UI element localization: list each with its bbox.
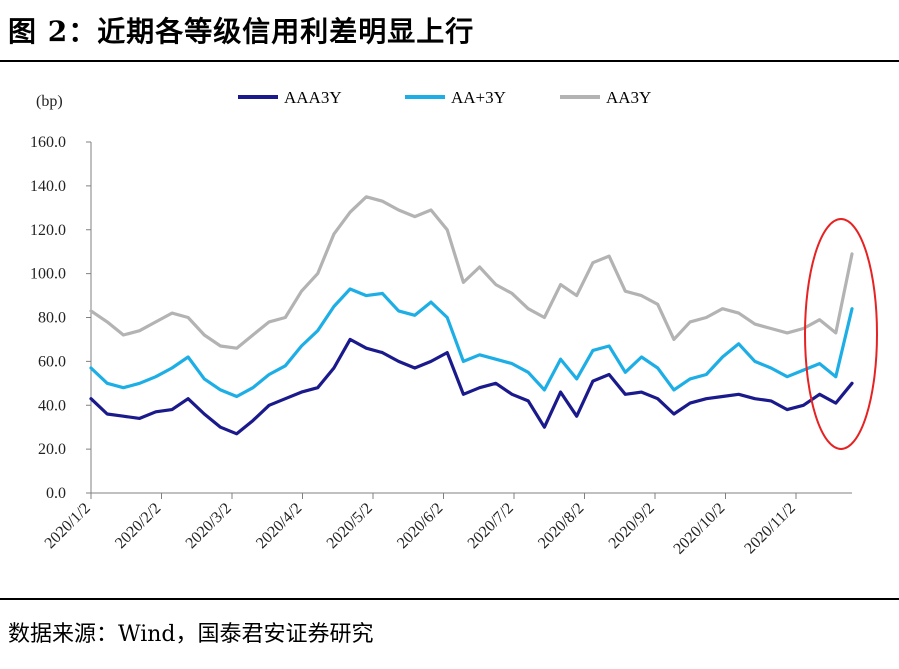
x-tick-label: 2020/4/2: [253, 500, 305, 552]
y-tick-label: 80.0: [38, 310, 66, 327]
series-lines: [89, 195, 854, 436]
y-tick-label: 0.0: [46, 485, 66, 502]
figure-title: 图 2：近期各等级信用利差明显上行: [8, 15, 475, 48]
series-line-aaa3y: [89, 337, 854, 436]
x-tick-label: 2020/8/2: [535, 500, 587, 552]
x-tick-label: 2020/9/2: [606, 500, 658, 552]
x-tick-label: 2020/3/2: [183, 500, 235, 552]
x-tick-label: 2020/11/2: [741, 500, 798, 557]
credit-spread-line-chart: AAA3Y AA+3Y AA3Y (bp) 0.0 20.0 40.0 60.0 80.0 1…: [30, 88, 878, 558]
legend-label: AA3Y: [606, 88, 651, 107]
legend-label: AAA3Y: [284, 88, 342, 107]
y-tick-label: 120.0: [30, 222, 66, 239]
y-tick-label: 160.0: [30, 134, 66, 151]
bottom-rule: [0, 598, 899, 600]
x-tick-label: 2020/5/2: [324, 500, 376, 552]
y-axis: 0.0 20.0 40.0 60.0 80.0 100.0 120.0 140.0 160.0: [30, 134, 92, 502]
top-rule: [0, 60, 899, 62]
x-tick-label: 2020/10/2: [670, 500, 728, 558]
y-tick-label: 40.0: [38, 397, 66, 414]
series-line-aa3y: [89, 195, 854, 350]
y-tick-label: 100.0: [30, 266, 66, 283]
legend-label: AA+3Y: [451, 88, 506, 107]
y-tick-label: 60.0: [38, 353, 66, 370]
x-tick-label: 2020/7/2: [465, 500, 517, 552]
chart-legend: AAA3Y AA+3Y AA3Y: [238, 88, 651, 107]
data-source-note: 数据来源：Wind，国泰君安证券研究: [8, 622, 374, 647]
series-line-aa-plus3y: [89, 287, 854, 399]
y-axis-unit-label: (bp): [36, 93, 63, 110]
x-tick-label: 2020/2/2: [112, 500, 164, 552]
highlight-ellipse: [804, 218, 878, 450]
x-tick-label: 2020/6/2: [394, 500, 446, 552]
x-axis: 2020/1/2 2020/2/2 2020/3/2 2020/4/2 2020/5/2…: [42, 492, 852, 558]
y-tick-label: 140.0: [30, 178, 66, 195]
x-tick-label: 2020/1/2: [42, 500, 94, 552]
y-tick-label: 20.0: [38, 441, 66, 458]
